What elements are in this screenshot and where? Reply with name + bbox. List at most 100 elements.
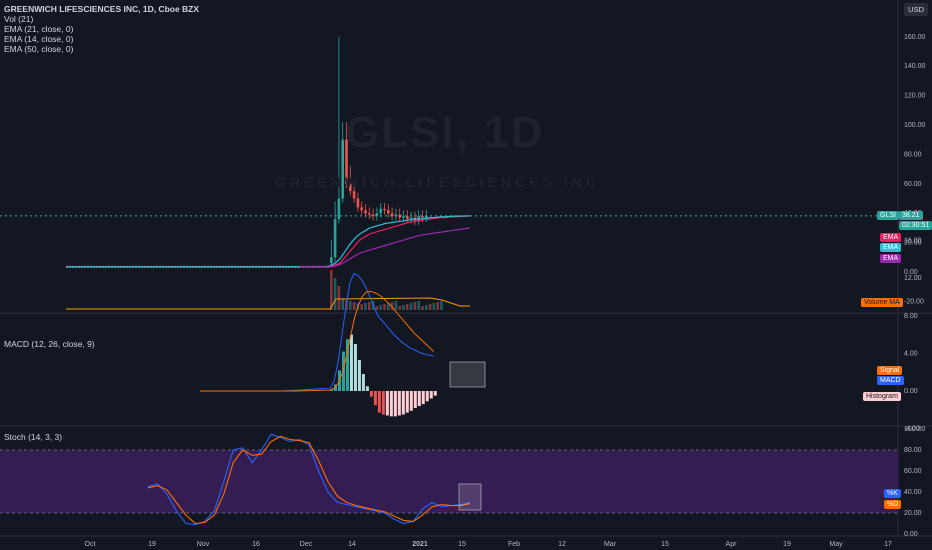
indicator-ema14[interactable]: EMA (14, close, 0) xyxy=(4,34,74,44)
macd-hist-bar xyxy=(349,334,353,391)
macd-hist-bar xyxy=(333,384,337,391)
volume-bar xyxy=(409,303,413,310)
macd-hist-bar xyxy=(409,391,413,411)
macd-signal-tag: Signal xyxy=(877,366,903,375)
volume-bar xyxy=(333,278,337,310)
macd-hist-bar xyxy=(417,391,421,407)
candle-body xyxy=(398,214,401,218)
macd-legend[interactable]: MACD (12, 26, close, 9) xyxy=(4,339,95,349)
candle-body xyxy=(364,210,367,214)
volume-ma-line xyxy=(66,297,470,310)
watermark-symbol: GLSI, 1D xyxy=(345,108,545,157)
candle-body xyxy=(409,217,413,220)
macd-tick-label: -4.00 xyxy=(904,426,920,433)
price-tick-label: 60.00 xyxy=(904,181,922,188)
currency-button[interactable]: USD xyxy=(904,3,928,16)
macd-hist-bar xyxy=(385,391,389,416)
volume-bar xyxy=(417,301,420,310)
stoch-d-tag: %D xyxy=(884,500,902,509)
stoch-tick-label: 60.00 xyxy=(904,468,922,475)
candle-body xyxy=(425,215,428,218)
price-tick-label: 120.00 xyxy=(904,93,926,100)
macd-hist-bar xyxy=(365,386,369,391)
time-tick-label: 14 xyxy=(348,541,356,548)
candle-body xyxy=(333,219,337,258)
volume-bar xyxy=(432,303,436,310)
volume-bar xyxy=(387,303,390,310)
volume-bar xyxy=(402,305,405,310)
candle-body xyxy=(337,198,341,220)
time-tick-label: 15 xyxy=(661,541,669,548)
macd-hist-bar xyxy=(357,359,361,391)
volume-ma-tag: Volume MA xyxy=(861,298,903,307)
volume-bar xyxy=(440,301,443,310)
macd-hist-bar xyxy=(353,344,357,391)
volume-bar xyxy=(379,305,382,310)
price-tick-label: -20.00 xyxy=(904,298,924,305)
candle-body xyxy=(341,139,344,199)
volume-bar xyxy=(349,301,352,310)
volume-bar xyxy=(368,302,371,310)
last-price-symbol-tag: GLSI xyxy=(877,211,899,220)
time-tick-label: Dec xyxy=(300,541,313,548)
candle-body xyxy=(387,210,390,214)
macd-hist-bar xyxy=(393,391,397,417)
macd-hist-bar xyxy=(429,391,433,399)
volume-bar xyxy=(330,270,333,310)
time-tick-label: Nov xyxy=(197,541,210,548)
price-tick-label: 100.00 xyxy=(904,122,926,129)
macd-hist-bar xyxy=(345,339,349,391)
symbol-title[interactable]: GREENWICH LIFESCIENCES INC, 1D, Cboe BZX xyxy=(4,4,200,14)
stoch-tick-label: 0.00 xyxy=(904,531,918,538)
time-tick-label: Apr xyxy=(726,541,738,548)
watermark-name: GREENWICH LIFESCIENCES INC xyxy=(275,174,600,190)
candle-body xyxy=(390,213,394,217)
price-tick-label: 160.00 xyxy=(904,34,926,41)
macd-hist-bar xyxy=(433,391,437,396)
time-tick-label: May xyxy=(829,541,843,548)
macd-hist-bar xyxy=(421,391,425,405)
candle-body xyxy=(402,216,405,218)
candle-body xyxy=(349,183,352,192)
volume-bar xyxy=(364,303,367,310)
candle-body xyxy=(421,216,424,218)
volume-bar xyxy=(375,306,379,310)
signal-line xyxy=(200,290,435,392)
time-tick-label: 17 xyxy=(884,541,892,548)
highlight-box xyxy=(449,361,486,388)
volume-bar xyxy=(394,301,398,310)
indicator-vol[interactable]: Vol (21) xyxy=(4,14,34,24)
candle-body xyxy=(352,191,356,199)
indicator-ema21[interactable]: EMA (21, close, 0) xyxy=(4,24,74,34)
time-tick-label: 2021 xyxy=(412,541,428,548)
time-tick-label: Feb xyxy=(508,541,520,548)
volume-bar xyxy=(337,286,341,310)
macd-line-tag: MACD xyxy=(877,376,904,385)
stoch-legend[interactable]: Stoch (14, 3, 3) xyxy=(4,432,63,442)
macd-hist-bar xyxy=(389,391,393,417)
stoch-tick-label: 20.00 xyxy=(904,510,922,517)
highlight-box xyxy=(458,483,482,511)
macd-hist-bar xyxy=(369,391,373,397)
time-tick-label: 19 xyxy=(783,541,791,548)
stoch-tick-label: 100.00 xyxy=(904,426,926,433)
time-tick-label: 15 xyxy=(458,541,466,548)
price-tick-label: 80.00 xyxy=(904,151,922,158)
volume-bar xyxy=(406,304,409,310)
macd-tick-label: 8.00 xyxy=(904,313,918,320)
candle-body xyxy=(371,214,375,217)
candle-body xyxy=(379,208,382,214)
price-tick-label: 20.00 xyxy=(904,240,922,247)
stoch-band xyxy=(0,450,898,513)
volume-bar xyxy=(360,304,363,310)
indicator-ema50[interactable]: EMA (50, close, 0) xyxy=(4,44,74,54)
volume-bar xyxy=(436,302,439,310)
candle-body xyxy=(356,198,360,208)
stoch-tick-label: 80.00 xyxy=(904,447,922,454)
candle-body xyxy=(406,216,409,220)
ema50-tag: EMA xyxy=(880,254,902,263)
candle-body xyxy=(375,213,379,217)
volume-bar xyxy=(413,302,417,310)
price-tick-label: 140.00 xyxy=(904,63,926,70)
